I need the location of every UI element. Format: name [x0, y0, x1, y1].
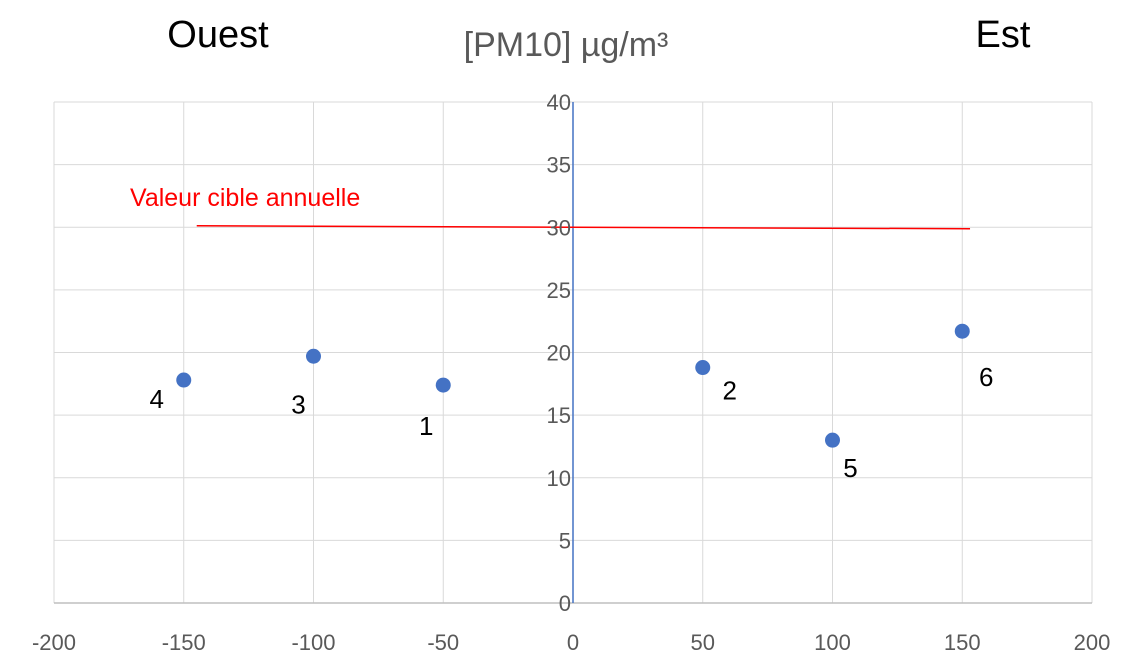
target-line-label: Valeur cible annuelle	[130, 184, 360, 212]
x-tick-label: -50	[427, 630, 459, 654]
point-label: 6	[979, 362, 993, 392]
x-tick-label: 50	[691, 630, 715, 654]
west-label: Ouest	[167, 14, 269, 56]
x-tick-label: 0	[567, 630, 579, 654]
x-tick-label: -150	[162, 630, 206, 654]
x-tick-label: -100	[291, 630, 335, 654]
target-line-group: Valeur cible annuelle	[130, 184, 971, 230]
point-label: 2	[723, 376, 737, 406]
y-tick-label: 25	[547, 278, 571, 303]
y-tick-label: 0	[559, 591, 571, 616]
x-tick-label: 100	[814, 630, 851, 654]
chart-title: [PM10] µg/m³	[464, 26, 669, 64]
x-tick-label: 200	[1074, 630, 1111, 654]
data-point	[825, 432, 840, 448]
east-label: Est	[976, 14, 1031, 56]
y-tick-label: 10	[547, 466, 571, 491]
data-point	[435, 377, 451, 393]
target-line	[196, 225, 971, 230]
y-tick-label: 35	[547, 153, 571, 178]
x-tick-label: -200	[32, 630, 76, 654]
data-point	[176, 372, 192, 388]
y-tick-label: 40	[547, 90, 571, 115]
point-label: 1	[419, 411, 433, 441]
y-tick-label: 15	[547, 403, 571, 428]
data-points: 1 2 3 4 5 6	[150, 323, 993, 483]
y-tick-label: 5	[559, 528, 571, 553]
point-label: 5	[843, 453, 857, 483]
data-point	[306, 348, 321, 364]
y-tick-label: 30	[547, 215, 571, 240]
data-point	[695, 360, 711, 376]
point-label: 3	[291, 389, 305, 419]
data-point	[954, 323, 970, 339]
y-tick-label: 20	[547, 341, 571, 366]
x-tick-label: 150	[944, 630, 981, 654]
point-label: 4	[150, 384, 164, 414]
axes	[54, 102, 1092, 604]
